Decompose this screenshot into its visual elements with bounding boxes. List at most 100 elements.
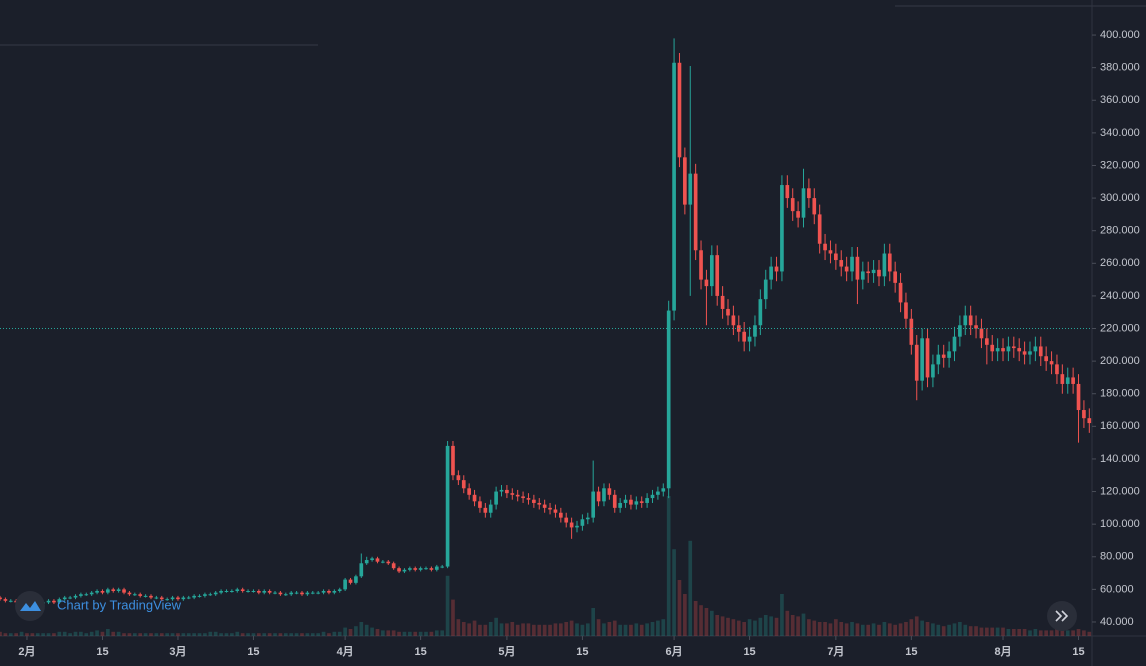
volume-bar [1017, 629, 1022, 636]
volume-bar [219, 633, 223, 636]
y-tick-label: 400.000 [1100, 29, 1140, 41]
volume-bar [381, 630, 385, 636]
volume-bar [79, 631, 83, 636]
candle-body [1028, 351, 1032, 355]
candle-body [165, 599, 170, 601]
watermark-logo [15, 591, 45, 621]
candle-body [591, 491, 596, 518]
x-tick-label: 8月 [994, 645, 1011, 658]
candle-body [337, 589, 342, 592]
volume-bar [73, 631, 78, 636]
volume-bar [785, 610, 790, 636]
volume-bar [569, 620, 574, 636]
volume-bar [370, 627, 374, 636]
candle-body [305, 592, 310, 595]
volume-bar [990, 627, 995, 636]
volume-bar [240, 633, 245, 636]
candle-body [203, 594, 207, 596]
volume-bar [683, 594, 687, 636]
candle-body [1001, 348, 1005, 352]
volume-bar [186, 633, 191, 636]
volume-bar [1055, 629, 1059, 636]
volume-bar [709, 610, 714, 636]
volume-bar [963, 624, 968, 636]
candle-body [758, 299, 763, 326]
volume-bar [909, 619, 914, 636]
volume-bar [89, 631, 94, 636]
candle-body [688, 173, 693, 205]
candle-body [677, 62, 682, 158]
candle-body [181, 597, 186, 600]
candle-body [726, 308, 730, 316]
candle-body [958, 325, 962, 337]
volume-bar [801, 613, 806, 636]
y-tick-label: 180.000 [1100, 388, 1140, 400]
candle-body [440, 566, 445, 568]
volume-bar [35, 633, 40, 636]
volume-bar [41, 633, 45, 636]
candle-body [240, 589, 245, 592]
volume-bar [364, 624, 369, 636]
volume-bar [294, 633, 299, 636]
candle-body [909, 318, 914, 345]
volume-bar [386, 630, 391, 636]
candle-body [828, 250, 833, 254]
volume-bar [656, 620, 660, 636]
y-tick-label: 380.000 [1100, 62, 1140, 74]
y-tick-label: 300.000 [1100, 192, 1140, 204]
candle-body [742, 331, 747, 342]
y-tick-label: 240.000 [1100, 290, 1140, 302]
volume-bar [596, 619, 601, 636]
candle-body [769, 266, 773, 280]
volume-bar [650, 622, 655, 636]
volume-bar [68, 633, 72, 636]
candle-body [149, 595, 153, 598]
volume-bar [817, 622, 822, 636]
volume-bar [95, 630, 99, 636]
candle-body [451, 445, 455, 476]
volume-bar [418, 631, 423, 636]
volume-bar [1082, 630, 1086, 636]
volume-bar [850, 622, 854, 636]
candle-body [116, 589, 121, 592]
candle-body [359, 563, 364, 577]
volume-bar [467, 623, 471, 636]
candle-body [666, 310, 671, 489]
watermark: Chart by TradingView [15, 591, 182, 621]
volume-bar [882, 622, 887, 636]
y-tick-label: 220.000 [1100, 322, 1140, 334]
candle-body [790, 198, 795, 212]
candle-body [693, 173, 698, 251]
candle-body [246, 591, 250, 593]
candle-body [208, 594, 213, 596]
volume-bar [154, 633, 159, 636]
scroll-button-icon[interactable] [1055, 610, 1069, 622]
candle-body [197, 595, 202, 597]
x-tick-label: 15 [576, 646, 588, 658]
volume-bar [354, 626, 358, 636]
volume-bar [952, 623, 957, 636]
candle-body [807, 188, 811, 199]
x-tick-label: 15 [743, 646, 755, 658]
candle-body [176, 597, 180, 600]
volume-bar [138, 633, 143, 636]
volume-bar [181, 633, 186, 636]
volume-bar [542, 624, 547, 636]
volume-bar [310, 633, 315, 636]
volume-bar [931, 623, 935, 636]
volume-bar [1076, 629, 1081, 636]
candle-body [84, 594, 89, 596]
volume-bar [445, 575, 450, 636]
scroll-button[interactable] [1047, 601, 1077, 631]
candle-body [278, 592, 283, 595]
volume-bar [1028, 630, 1032, 636]
candle-body [650, 494, 655, 499]
volume-bar [440, 630, 445, 636]
candle-body [408, 568, 412, 570]
volume-bar [257, 633, 261, 636]
watermark-text: Chart by TradingView [57, 597, 182, 612]
y-tick-label: 100.000 [1100, 518, 1140, 530]
candle-body [370, 558, 374, 561]
volume-bar [343, 627, 347, 636]
y-tick-label: 280.000 [1100, 225, 1140, 237]
